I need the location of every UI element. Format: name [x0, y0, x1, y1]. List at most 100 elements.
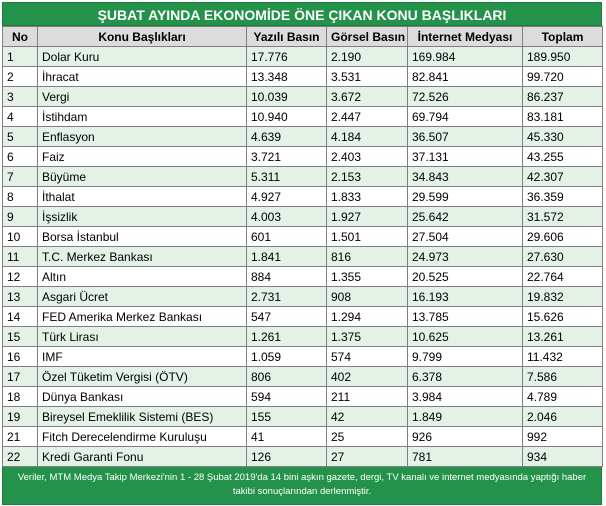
cell-visual-press: 1.501 — [326, 226, 408, 247]
cell-total: 29.606 — [522, 226, 603, 247]
cell-topic: Kredi Garanti Fonu — [37, 446, 247, 467]
cell-internet-media: 16.193 — [407, 286, 523, 307]
cell-topic: IMF — [37, 346, 247, 367]
cell-no: 22 — [2, 446, 38, 467]
cell-topic: Altın — [37, 266, 247, 287]
cell-internet-media: 27.504 — [407, 226, 523, 247]
cell-visual-press: 2.447 — [326, 106, 408, 127]
cell-internet-media: 3.984 — [407, 386, 523, 407]
cell-total: 11.432 — [522, 346, 603, 367]
cell-written-press: 4.927 — [246, 186, 327, 207]
cell-topic: T.C. Merkez Bankası — [37, 246, 247, 267]
header-no: No — [2, 26, 38, 47]
cell-visual-press: 2.153 — [326, 166, 408, 187]
header-total: Toplam — [522, 26, 603, 47]
cell-no: 19 — [2, 406, 38, 427]
cell-no: 17 — [2, 366, 38, 387]
cell-total: 4.789 — [522, 386, 603, 407]
cell-written-press: 5.311 — [246, 166, 327, 187]
cell-topic: Dünya Bankası — [37, 386, 247, 407]
table-row: 2 İhracat 13.348 3.531 82.841 99.720 — [2, 66, 603, 87]
table-row: 17 Özel Tüketim Vergisi (ÖTV) 806 402 6.378 7… — [2, 366, 603, 387]
cell-written-press: 601 — [246, 226, 327, 247]
cell-written-press: 1.261 — [246, 326, 327, 347]
cell-total: 45.330 — [522, 126, 603, 147]
cell-total: 31.572 — [522, 206, 603, 227]
cell-no: 18 — [2, 386, 38, 407]
cell-visual-press: 908 — [326, 286, 408, 307]
cell-internet-media: 6.378 — [407, 366, 523, 387]
cell-total: 86.237 — [522, 86, 603, 107]
source-note: Veriler, MTM Medya Takip Merkezi'nin 1 -… — [2, 467, 602, 505]
cell-no: 7 — [2, 166, 38, 187]
cell-topic: Büyüme — [37, 166, 247, 187]
table-row: 1 Dolar Kuru 17.776 2.190 169.984 189.950 — [2, 46, 603, 67]
cell-visual-press: 2.190 — [326, 46, 408, 67]
cell-written-press: 4.003 — [246, 206, 327, 227]
cell-internet-media: 10.625 — [407, 326, 523, 347]
cell-no: 13 — [2, 286, 38, 307]
cell-no: 16 — [2, 346, 38, 367]
cell-internet-media: 9.799 — [407, 346, 523, 367]
table-row: 5 Enflasyon 4.639 4.184 36.507 45.330 — [2, 126, 603, 147]
cell-written-press: 547 — [246, 306, 327, 327]
cell-topic: Türk Lirası — [37, 326, 247, 347]
cell-internet-media: 25.642 — [407, 206, 523, 227]
cell-internet-media: 29.599 — [407, 186, 523, 207]
table-row: 15 Türk Lirası 1.261 1.375 10.625 13.261 — [2, 326, 603, 347]
cell-written-press: 155 — [246, 406, 327, 427]
table-row: 16 IMF 1.059 574 9.799 11.432 — [2, 346, 603, 367]
cell-internet-media: 24.973 — [407, 246, 523, 267]
cell-internet-media: 169.984 — [407, 46, 523, 67]
cell-no: 3 — [2, 86, 38, 107]
cell-internet-media: 1.849 — [407, 406, 523, 427]
cell-visual-press: 3.531 — [326, 66, 408, 87]
cell-internet-media: 69.794 — [407, 106, 523, 127]
table-row: 12 Altın 884 1.355 20.525 22.764 — [2, 266, 603, 287]
cell-visual-press: 1.355 — [326, 266, 408, 287]
cell-topic: FED Amerika Merkez Bankası — [37, 306, 247, 327]
cell-no: 2 — [2, 66, 38, 87]
cell-total: 15.626 — [522, 306, 603, 327]
cell-written-press: 2.731 — [246, 286, 327, 307]
table-row: 13 Asgari Ücret 2.731 908 16.193 19.832 — [2, 286, 603, 307]
cell-no: 4 — [2, 106, 38, 127]
table-header-row: No Konu Başlıkları Yazılı Basın Görsel B… — [2, 26, 603, 47]
cell-visual-press: 574 — [326, 346, 408, 367]
cell-total: 43.255 — [522, 146, 603, 167]
cell-visual-press: 211 — [326, 386, 408, 407]
cell-written-press: 1.059 — [246, 346, 327, 367]
table-row: 6 Faiz 3.721 2.403 37.131 43.255 — [2, 146, 603, 167]
cell-visual-press: 402 — [326, 366, 408, 387]
cell-no: 12 — [2, 266, 38, 287]
table-row: 21 Fitch Derecelendirme Kuruluşu 41 25 926 99… — [2, 426, 603, 447]
table-row: 14 FED Amerika Merkez Bankası 547 1.294 13.7… — [2, 306, 603, 327]
cell-visual-press: 4.184 — [326, 126, 408, 147]
cell-topic: Bireysel Emeklilik Sistemi (BES) — [37, 406, 247, 427]
cell-written-press: 1.841 — [246, 246, 327, 267]
cell-internet-media: 20.525 — [407, 266, 523, 287]
cell-no: 8 — [2, 186, 38, 207]
cell-topic: Özel Tüketim Vergisi (ÖTV) — [37, 366, 247, 387]
cell-topic: Asgari Ücret — [37, 286, 247, 307]
cell-topic: İstihdam — [37, 106, 247, 127]
cell-written-press: 594 — [246, 386, 327, 407]
cell-visual-press: 2.403 — [326, 146, 408, 167]
table-row: 18 Dünya Bankası 594 211 3.984 4.789 — [2, 386, 603, 407]
cell-visual-press: 42 — [326, 406, 408, 427]
cell-total: 99.720 — [522, 66, 603, 87]
cell-no: 1 — [2, 46, 38, 67]
table-title: ŞUBAT AYINDA EKONOMİDE ÖNE ÇIKAN KONU BA… — [2, 2, 602, 26]
cell-topic: Faiz — [37, 146, 247, 167]
cell-visual-press: 3.672 — [326, 86, 408, 107]
cell-topic: İthalat — [37, 186, 247, 207]
cell-no: 11 — [2, 246, 38, 267]
table-row: 9 İşsizlik 4.003 1.927 25.642 31.572 — [2, 206, 603, 227]
cell-visual-press: 816 — [326, 246, 408, 267]
cell-topic: Dolar Kuru — [37, 46, 247, 67]
cell-written-press: 884 — [246, 266, 327, 287]
cell-internet-media: 37.131 — [407, 146, 523, 167]
cell-total: 189.950 — [522, 46, 603, 67]
table-body: 1 Dolar Kuru 17.776 2.190 169.984 189.950 2 İhr… — [2, 46, 603, 467]
